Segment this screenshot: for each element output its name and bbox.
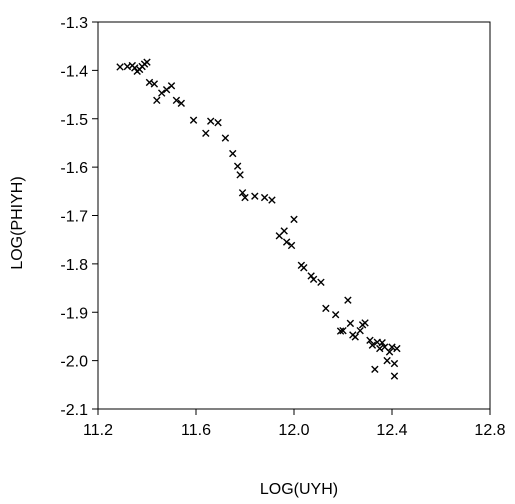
data-point — [177, 99, 185, 107]
data-point — [167, 82, 176, 90]
data-point — [280, 227, 288, 235]
y-tick-label: -1.9 — [60, 305, 88, 322]
data-point — [214, 118, 222, 127]
data-point — [238, 189, 247, 197]
data-point — [300, 264, 308, 272]
y-tick-label: -1.5 — [60, 112, 88, 129]
data-point — [378, 339, 386, 347]
data-point — [162, 86, 171, 94]
data-point — [393, 344, 401, 353]
y-tick-label: -2.0 — [60, 354, 88, 371]
x-axis-title: LOG(UYH) — [260, 481, 338, 498]
data-point — [361, 319, 369, 327]
data-point — [153, 96, 161, 105]
y-tick-label: -2.1 — [60, 402, 88, 419]
data-points — [116, 58, 401, 380]
data-point — [143, 58, 151, 66]
data-point — [282, 238, 291, 246]
data-point — [287, 241, 296, 250]
data-point — [172, 96, 181, 105]
data-point — [331, 310, 340, 319]
data-point — [339, 326, 347, 335]
x-axis: 11.2 11.6 12.0 12.4 12.8 — [83, 409, 506, 439]
data-point — [322, 304, 330, 313]
data-point — [390, 372, 399, 380]
data-point — [371, 365, 379, 374]
data-point — [346, 319, 355, 328]
y-tick-label: -1.6 — [60, 160, 88, 177]
y-axis: -1.3 -1.4 -1.5 -1.6 -1.7 -1.8 -1.9 -2.0 -2.1 — [60, 15, 98, 419]
data-point — [189, 116, 198, 124]
x-tick-label: 12.0 — [278, 422, 309, 439]
data-point — [251, 192, 259, 200]
x-tick-label: 11.2 — [83, 422, 113, 439]
data-point — [385, 348, 394, 356]
data-point — [368, 341, 377, 349]
data-point — [207, 117, 215, 125]
data-point — [150, 80, 159, 88]
data-point — [236, 171, 244, 179]
data-point — [233, 162, 242, 170]
data-point — [116, 63, 124, 71]
data-point — [390, 359, 399, 368]
data-point — [344, 296, 352, 304]
data-point — [268, 196, 276, 204]
data-point — [221, 134, 230, 142]
data-point — [158, 89, 166, 97]
data-point — [376, 344, 384, 353]
data-point — [202, 129, 210, 137]
data-point — [260, 193, 269, 202]
data-point — [309, 275, 318, 284]
y-tick-label: -1.4 — [60, 63, 88, 80]
plot-frame — [97, 21, 491, 410]
data-point — [366, 336, 374, 345]
data-point — [351, 333, 359, 341]
data-point — [290, 215, 298, 224]
data-point — [317, 278, 325, 286]
data-point — [229, 149, 237, 158]
data-point — [356, 326, 364, 335]
data-point — [241, 193, 249, 202]
x-tick-label: 12.4 — [376, 422, 407, 439]
y-tick-label: -1.8 — [60, 257, 88, 274]
y-axis-title: LOG(PHIYH) — [9, 176, 26, 269]
data-point — [336, 327, 345, 335]
x-tick-label: 11.6 — [181, 422, 211, 439]
y-tick-label: -1.3 — [60, 15, 88, 32]
x-tick-label: 12.8 — [474, 422, 505, 439]
data-point — [383, 356, 391, 365]
data-point — [145, 78, 154, 87]
y-tick-label: -1.7 — [60, 209, 88, 226]
